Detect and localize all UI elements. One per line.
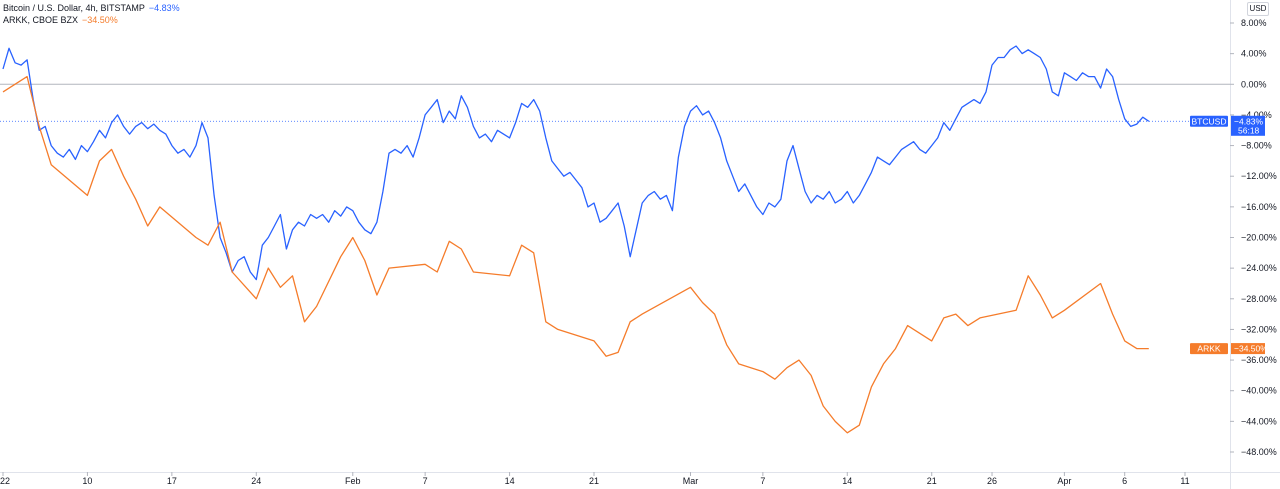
- y-tick-label: −20.00%: [1241, 233, 1277, 243]
- x-tick-label: 7: [760, 476, 765, 486]
- arkk-tag-label-text: ARKK: [1197, 344, 1220, 354]
- btc-legend-change: −4.83%: [148, 3, 180, 13]
- y-tick-label: 4.00%: [1241, 49, 1267, 59]
- y-tick-label: −12.00%: [1241, 171, 1277, 181]
- x-tick-label: 11: [1180, 476, 1189, 486]
- x-tick-label: 26: [987, 476, 997, 486]
- y-tick-label: −32.00%: [1241, 324, 1277, 334]
- btc-legend[interactable]: Bitcoin / U.S. Dollar, 4h, BITSTAMP −4.83…: [3, 3, 180, 14]
- y-tick-label: −4.00%: [1241, 110, 1272, 120]
- y-tick-label: −16.00%: [1241, 202, 1277, 212]
- arkk-legend-change: −34.50%: [82, 15, 118, 25]
- arkk-legend[interactable]: ARKK, CBOE BZX −34.50%: [3, 15, 118, 26]
- currency-button[interactable]: USD: [1247, 2, 1269, 16]
- x-tick-label: 7: [423, 476, 428, 486]
- arkk-legend-name: ARKK, CBOE BZX: [3, 15, 79, 25]
- x-tick-label: 10: [82, 476, 92, 486]
- x-tick-label: 6: [1122, 476, 1127, 486]
- y-tick-label: 8.00%: [1241, 18, 1267, 28]
- btc-legend-name: Bitcoin / U.S. Dollar, 4h, BITSTAMP: [3, 3, 145, 13]
- x-tick-label: Feb: [345, 476, 361, 486]
- x-tick-label: Mar: [683, 476, 699, 486]
- y-tick-label: −36.00%: [1241, 355, 1277, 365]
- arkk-tag-value-text: −34.50%: [1234, 344, 1268, 354]
- x-tick-label: 21: [927, 476, 937, 486]
- x-tick-label: 17: [167, 476, 177, 486]
- y-tick-label: −8.00%: [1241, 141, 1272, 151]
- y-tick-label: −28.00%: [1241, 294, 1277, 304]
- y-tick-label: −40.00%: [1241, 386, 1277, 396]
- x-tick-label: Apr: [1057, 476, 1071, 486]
- y-tick-label: −44.00%: [1241, 416, 1277, 426]
- x-tick-label: 21: [589, 476, 599, 486]
- x-tick-label: 14: [505, 476, 515, 486]
- btc-tag-value: [1231, 115, 1265, 136]
- y-tick-label: 0.00%: [1241, 79, 1267, 89]
- x-tick-label: 22: [0, 476, 10, 486]
- arkk-tag-value: [1231, 343, 1265, 355]
- x-tick-label: 24: [251, 476, 261, 486]
- btc-tag-value-text: −4.83%: [1234, 116, 1264, 126]
- y-tick-label: −48.00%: [1241, 447, 1277, 457]
- btc-tag-label: [1190, 115, 1228, 127]
- btc-tag-label-text: BTCUSD: [1192, 116, 1227, 126]
- x-tick-label: 14: [842, 476, 852, 486]
- btc-tag-countdown: 56:18: [1238, 125, 1260, 135]
- arkk-tag-label: [1190, 343, 1228, 355]
- arkk-series-line[interactable]: [2, 75, 1149, 434]
- btc-series-line[interactable]: [2, 45, 1150, 281]
- y-tick-label: −24.00%: [1241, 263, 1277, 273]
